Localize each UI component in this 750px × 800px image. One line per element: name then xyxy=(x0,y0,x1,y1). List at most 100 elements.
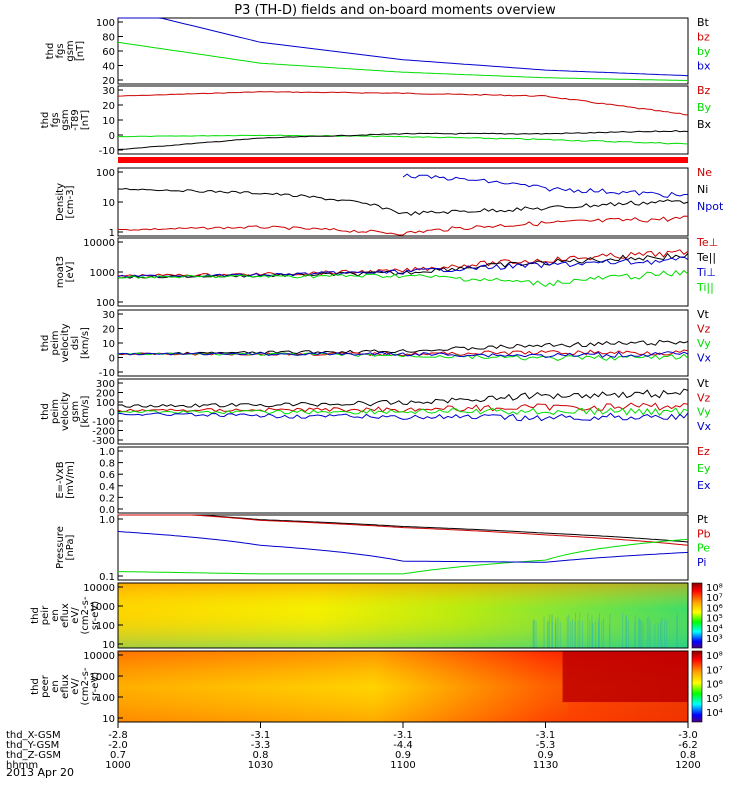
y-axis-label: eflux xyxy=(60,603,71,628)
x-row-value: 0.8 xyxy=(680,750,696,761)
y-axis-label: eV/ xyxy=(70,607,81,624)
colorbar-label: 10⁸ xyxy=(706,651,723,662)
y-tick-label: 100 xyxy=(96,693,115,704)
colorbar-gradient xyxy=(691,650,703,723)
x-row-value: -2.0 xyxy=(108,740,128,751)
panel-frame xyxy=(117,167,689,237)
legend-Ne: Ne xyxy=(697,166,712,179)
y-axis-label: [eV] xyxy=(65,262,76,283)
colorbar-label: 10³ xyxy=(706,634,723,645)
y-tick-label: 10 xyxy=(102,198,115,209)
panel-temperature: 10000 1000 100 moat3 [eV] Te⊥ Te|| Ti⊥ Ti|| xyxy=(55,236,718,309)
y-axis-label: (cm2-s- xyxy=(80,596,91,634)
x-row-value: 0.9 xyxy=(395,750,411,761)
series-Ne xyxy=(117,215,689,236)
x-row-label: thd_X-GSM xyxy=(6,730,61,741)
y-axis-label: [cm-3] xyxy=(65,185,76,218)
y-tick-label: 0 xyxy=(109,131,115,142)
y-tick-label: 10 xyxy=(102,714,115,725)
x-row-label: thd_Z-GSM xyxy=(6,750,61,761)
legend-bz: bz xyxy=(697,31,710,44)
x-axis-annotation: 2013 Apr 20 thd_X-GSM -2.8 -3.1 -3.1 -3.1 -3.… xyxy=(6,722,701,779)
y-tick-label: 1000 xyxy=(90,268,115,279)
legend-Ti||: Ti|| xyxy=(696,281,714,294)
colorbar-label: 10⁴ xyxy=(706,624,723,635)
y-axis-label: peim xyxy=(50,330,61,355)
y-axis-label: moat3 xyxy=(55,256,66,288)
colorbar-label: 10⁸ xyxy=(706,583,723,594)
y-axis-label: thd xyxy=(30,607,41,624)
x-row-label: thd_Y-GSM xyxy=(6,740,59,751)
y-tick-label: 0 xyxy=(109,354,115,365)
y-tick-label: -10 xyxy=(99,146,115,157)
y-axis-label: en xyxy=(50,680,61,693)
y-tick-label: 1 xyxy=(109,228,115,239)
y-tick-label: 20 xyxy=(102,76,115,87)
legend-Vt: Vt xyxy=(697,377,710,390)
series-Ti⊥ xyxy=(117,256,689,278)
y-tick-label: 40 xyxy=(102,62,115,73)
y-axis-label: gsm xyxy=(60,109,71,130)
series-Vt xyxy=(117,388,689,408)
y-axis-label: gsm xyxy=(70,401,81,422)
legend-Te||: Te|| xyxy=(696,251,716,264)
y-tick-label: -100 xyxy=(92,417,115,428)
x-row-value: 1030 xyxy=(248,760,273,771)
series-Pi xyxy=(117,531,689,563)
y-axis-label: E=-VxB xyxy=(55,461,66,498)
legend-Bx: Bx xyxy=(697,118,712,131)
date-label: 2013 Apr 20 xyxy=(6,766,74,779)
x-row-value: -4.4 xyxy=(393,740,413,751)
legend-Bt: Bt xyxy=(697,16,710,29)
y-axis-label: thd xyxy=(45,43,56,60)
x-row-value: -3.3 xyxy=(251,740,271,751)
y-axis-label: sr-eV) xyxy=(90,672,101,701)
series-Vx xyxy=(117,351,689,359)
x-row-value: 1000 xyxy=(105,760,130,771)
colorbar-label: 10⁵ xyxy=(706,694,723,705)
y-tick-label: 10 xyxy=(102,339,115,350)
x-row-value: -6.2 xyxy=(678,740,698,751)
y-axis-label: peer xyxy=(40,674,51,698)
series-Bz xyxy=(117,91,689,116)
spectrogram-hot-region xyxy=(562,651,688,703)
colorbar-label: 10⁶ xyxy=(706,603,723,614)
legend-Te⊥: Te⊥ xyxy=(696,236,718,249)
x-row-value: -3.1 xyxy=(536,730,556,741)
y-tick-label: 0.8 xyxy=(99,459,115,470)
colorbar-gradient xyxy=(691,582,703,649)
y-tick-label: 0.1 xyxy=(99,572,115,583)
y-axis-label: gsm xyxy=(65,40,76,61)
legend-Ni: Ni xyxy=(697,183,708,196)
legend-Ey: Ey xyxy=(697,462,711,475)
legend-Vz: Vz xyxy=(697,323,711,336)
y-tick-label: 100 xyxy=(96,298,115,309)
x-row-value: 1130 xyxy=(533,760,558,771)
series-Pb xyxy=(118,514,689,546)
colorbar-label: 10⁶ xyxy=(706,680,723,691)
series-Vx xyxy=(117,412,689,422)
panel-e-field: 1.00.80.60.40.20.0 E=-VxB [mV/m] Ez Ey Ex xyxy=(55,445,711,516)
y-axis-label: peir xyxy=(40,605,51,625)
legend-Pb: Pb xyxy=(697,527,711,540)
y-axis-label: fgs xyxy=(55,43,66,58)
x-row-label: hhmm xyxy=(6,760,38,771)
panel-density: 100 10 1 Density [cm-3] Ne Ni Npot xyxy=(55,166,724,239)
y-axis-label: thd xyxy=(40,112,51,129)
y-axis-label: velocity xyxy=(60,392,71,431)
y-axis-label: [nPa] xyxy=(65,534,76,560)
panel-velocity-dsl: 30 20 10 0 -10 thd peim velocity dsl [km/s] Vt VzVy… xyxy=(40,308,712,379)
y-tick-label: 10 xyxy=(102,116,115,127)
colorbar-label: 10⁴ xyxy=(706,708,723,719)
legend-Vx: Vx xyxy=(697,352,712,365)
y-tick-label: 10000 xyxy=(83,583,115,594)
legend-Npot: Npot xyxy=(697,200,724,213)
panel-frame xyxy=(117,446,689,514)
legend-Pe: Pe xyxy=(697,542,710,555)
y-axis-label: eV/ xyxy=(70,678,81,695)
legend-by: by xyxy=(697,45,711,58)
flag-bar xyxy=(118,157,688,163)
y-axis-label: en xyxy=(50,609,61,622)
